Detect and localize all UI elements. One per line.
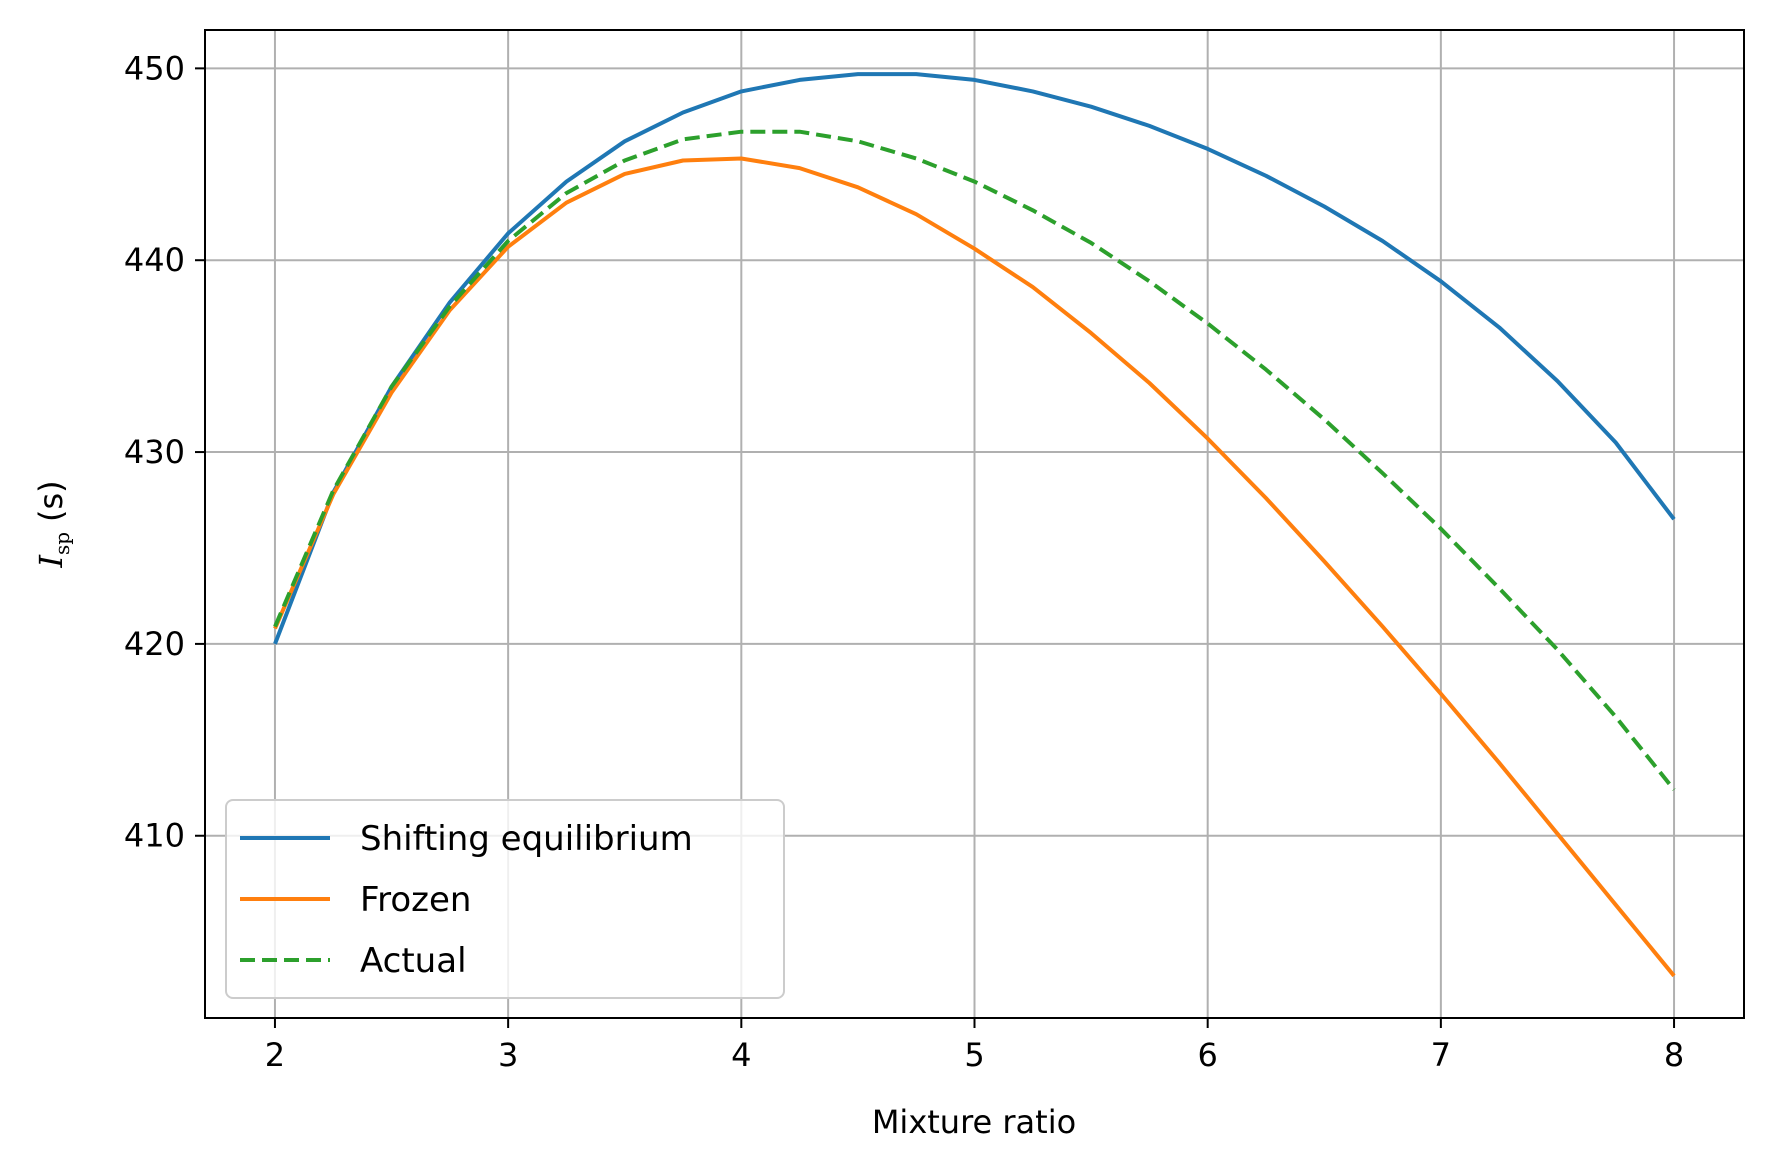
y-tick-label: 430 <box>124 433 185 471</box>
legend-entries: Shifting equilibrium Frozen Actual <box>240 819 693 981</box>
series-line-actual <box>273 129 1676 791</box>
legend-label-frozen: Frozen <box>360 880 471 920</box>
y-tick-label: 440 <box>124 241 185 279</box>
x-tick-label: 4 <box>731 1036 751 1074</box>
y-tick-label: 450 <box>124 49 185 87</box>
legend-box <box>225 799 785 999</box>
x-tick-label: 7 <box>1431 1036 1451 1074</box>
legend-label-actual: Actual <box>360 941 467 981</box>
y-axis-title-unit: (s) <box>32 480 70 522</box>
y-axis-title-symbol: I <box>32 554 70 569</box>
series-line-shifting-equilibrium <box>273 72 1676 645</box>
x-axis-title: Mixture ratio <box>872 1103 1076 1141</box>
y-axis-title: Isp (s) <box>32 480 74 568</box>
legend-label-shifting-equilibrium: Shifting equilibrium <box>360 819 693 859</box>
y-tick-label: 420 <box>124 625 185 663</box>
x-tick-label: 3 <box>498 1036 518 1074</box>
x-tick-label: 6 <box>1198 1036 1218 1074</box>
x-tick-label: 5 <box>964 1036 984 1074</box>
series-lines <box>273 72 1676 978</box>
y-tick-label: 410 <box>124 817 185 855</box>
x-axis-ticks: 2 3 4 5 6 7 8 <box>265 1018 1684 1074</box>
x-tick-label: 2 <box>265 1036 285 1074</box>
series-line-frozen <box>273 156 1676 978</box>
x-tick-label: 8 <box>1664 1036 1684 1074</box>
y-axis-ticks: 410 420 430 440 450 <box>124 49 205 855</box>
legend: Shifting equilibrium Frozen Actual <box>225 799 785 999</box>
y-axis-title-subscript: sp <box>50 532 74 555</box>
